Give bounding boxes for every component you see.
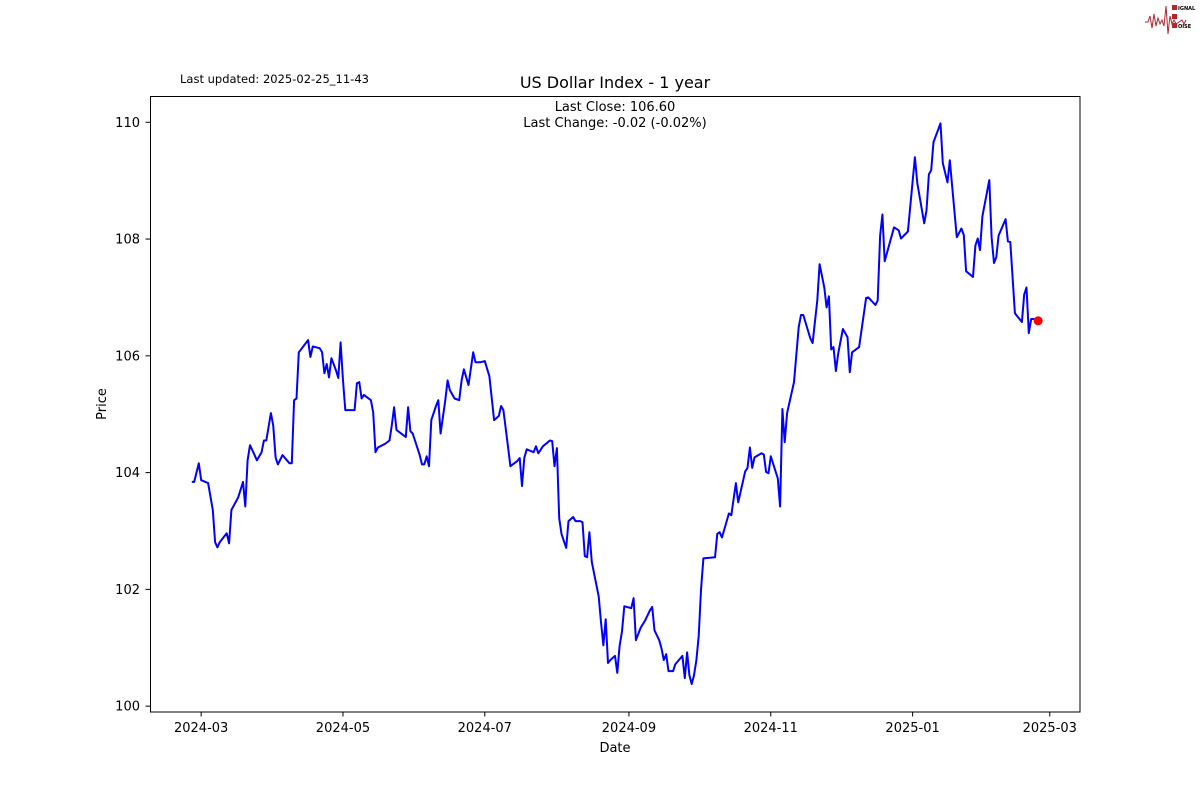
y-tick-label: 100 xyxy=(115,700,140,715)
y-axis-label: Price xyxy=(95,388,110,420)
last-change-annotation: Last Change: -0.02 (-0.02%) xyxy=(523,116,706,131)
x-tick-label: 2024-05 xyxy=(316,721,370,736)
svg-text:IGNAL: IGNAL xyxy=(1178,6,1196,12)
y-tick-label: 110 xyxy=(115,116,140,131)
y-tick-label: 108 xyxy=(115,233,140,248)
chart-title: US Dollar Index - 1 year xyxy=(520,73,711,92)
plot-area xyxy=(192,123,1043,684)
y-tick-label: 104 xyxy=(115,466,140,481)
x-tick-label: 2025-01 xyxy=(885,721,939,736)
last-close-annotation: Last Close: 106.60 xyxy=(555,100,676,115)
x-tick-label: 2024-07 xyxy=(458,721,512,736)
x-tick-label: 2024-11 xyxy=(744,721,798,736)
y-axis: 100 102 104 106 108 110 xyxy=(115,116,150,715)
price-line xyxy=(192,123,1038,684)
y-tick-label: 106 xyxy=(115,349,140,364)
last-close-marker xyxy=(1034,316,1043,325)
last-updated-label: Last updated: 2025-02-25_11-43 xyxy=(180,72,369,86)
signal-2-noise-logo: IGNAL OISE xyxy=(1145,5,1196,34)
axes-frame xyxy=(151,97,1081,713)
x-axis-label: Date xyxy=(599,741,630,756)
svg-text:OISE: OISE xyxy=(1178,24,1192,30)
x-tick-label: 2025-03 xyxy=(1023,721,1077,736)
x-tick-label: 2024-03 xyxy=(174,721,228,736)
y-tick-label: 102 xyxy=(115,583,140,598)
x-axis: 2024-03 2024-05 2024-07 2024-09 2024-11 2025-… xyxy=(174,712,1077,736)
x-tick-label: 2024-09 xyxy=(602,721,656,736)
